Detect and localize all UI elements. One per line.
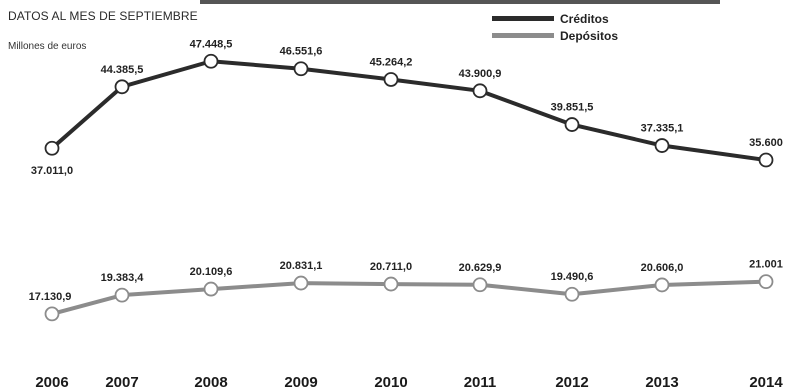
x-tick-label-2012: 2012	[555, 374, 588, 390]
data-label-depositos-2014: 21.001	[749, 259, 783, 271]
data-label-creditos-2009: 46.551,6	[280, 46, 323, 58]
data-label-depositos-2013: 20.606,0	[641, 262, 684, 274]
data-point-depositos-2007	[116, 289, 129, 302]
data-label-depositos-2006: 17.130,9	[29, 291, 72, 303]
data-point-creditos-2009	[295, 62, 308, 75]
data-point-creditos-2006	[46, 142, 59, 155]
x-tick-label-2013: 2013	[645, 374, 678, 390]
data-label-creditos-2007: 44.385,5	[101, 64, 144, 76]
x-tick-label-2007: 2007	[105, 374, 138, 390]
data-point-creditos-2014	[760, 154, 773, 167]
data-label-creditos-2013: 37.335,1	[641, 123, 684, 135]
data-label-depositos-2012: 19.490,6	[551, 271, 594, 283]
data-label-creditos-2014: 35.600	[749, 137, 783, 149]
data-point-creditos-2012	[566, 118, 579, 131]
x-tick-label-2011: 2011	[464, 374, 497, 390]
data-label-depositos-2010: 20.711,0	[370, 261, 412, 273]
data-point-depositos-2010	[385, 278, 398, 291]
data-label-depositos-2007: 19.383,4	[101, 272, 145, 284]
data-label-creditos-2012: 39.851,5	[551, 102, 594, 114]
data-label-creditos-2011: 43.900,9	[459, 68, 502, 80]
data-point-creditos-2008	[205, 55, 218, 68]
data-point-depositos-2006	[46, 307, 59, 320]
data-point-creditos-2011	[474, 84, 487, 97]
data-point-depositos-2008	[205, 283, 218, 296]
data-point-depositos-2014	[760, 275, 773, 288]
x-tick-label-2010: 2010	[374, 374, 407, 390]
data-point-depositos-2013	[656, 278, 669, 291]
data-label-creditos-2010: 45.264,2	[370, 56, 413, 68]
data-point-depositos-2009	[295, 277, 308, 290]
data-label-creditos-2006: 37.011,0	[31, 165, 73, 177]
data-point-creditos-2013	[656, 139, 669, 152]
data-point-depositos-2011	[474, 278, 487, 291]
data-point-depositos-2012	[566, 288, 579, 301]
data-point-creditos-2007	[116, 80, 129, 93]
x-tick-label-2009: 2009	[284, 374, 317, 390]
data-label-depositos-2008: 20.109,6	[190, 266, 233, 278]
data-label-depositos-2009: 20.831,1	[280, 260, 323, 272]
data-point-creditos-2010	[385, 73, 398, 86]
data-label-creditos-2008: 47.448,5	[190, 38, 233, 50]
data-label-depositos-2011: 20.629,9	[459, 262, 502, 274]
x-tick-label-2006: 2006	[35, 374, 68, 390]
x-tick-label-2014: 2014	[749, 374, 783, 390]
x-tick-label-2008: 2008	[194, 374, 227, 390]
